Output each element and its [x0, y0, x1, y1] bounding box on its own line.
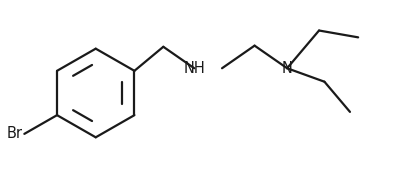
Text: NH: NH: [183, 61, 205, 76]
Text: Br: Br: [6, 126, 22, 141]
Text: N: N: [282, 61, 293, 76]
